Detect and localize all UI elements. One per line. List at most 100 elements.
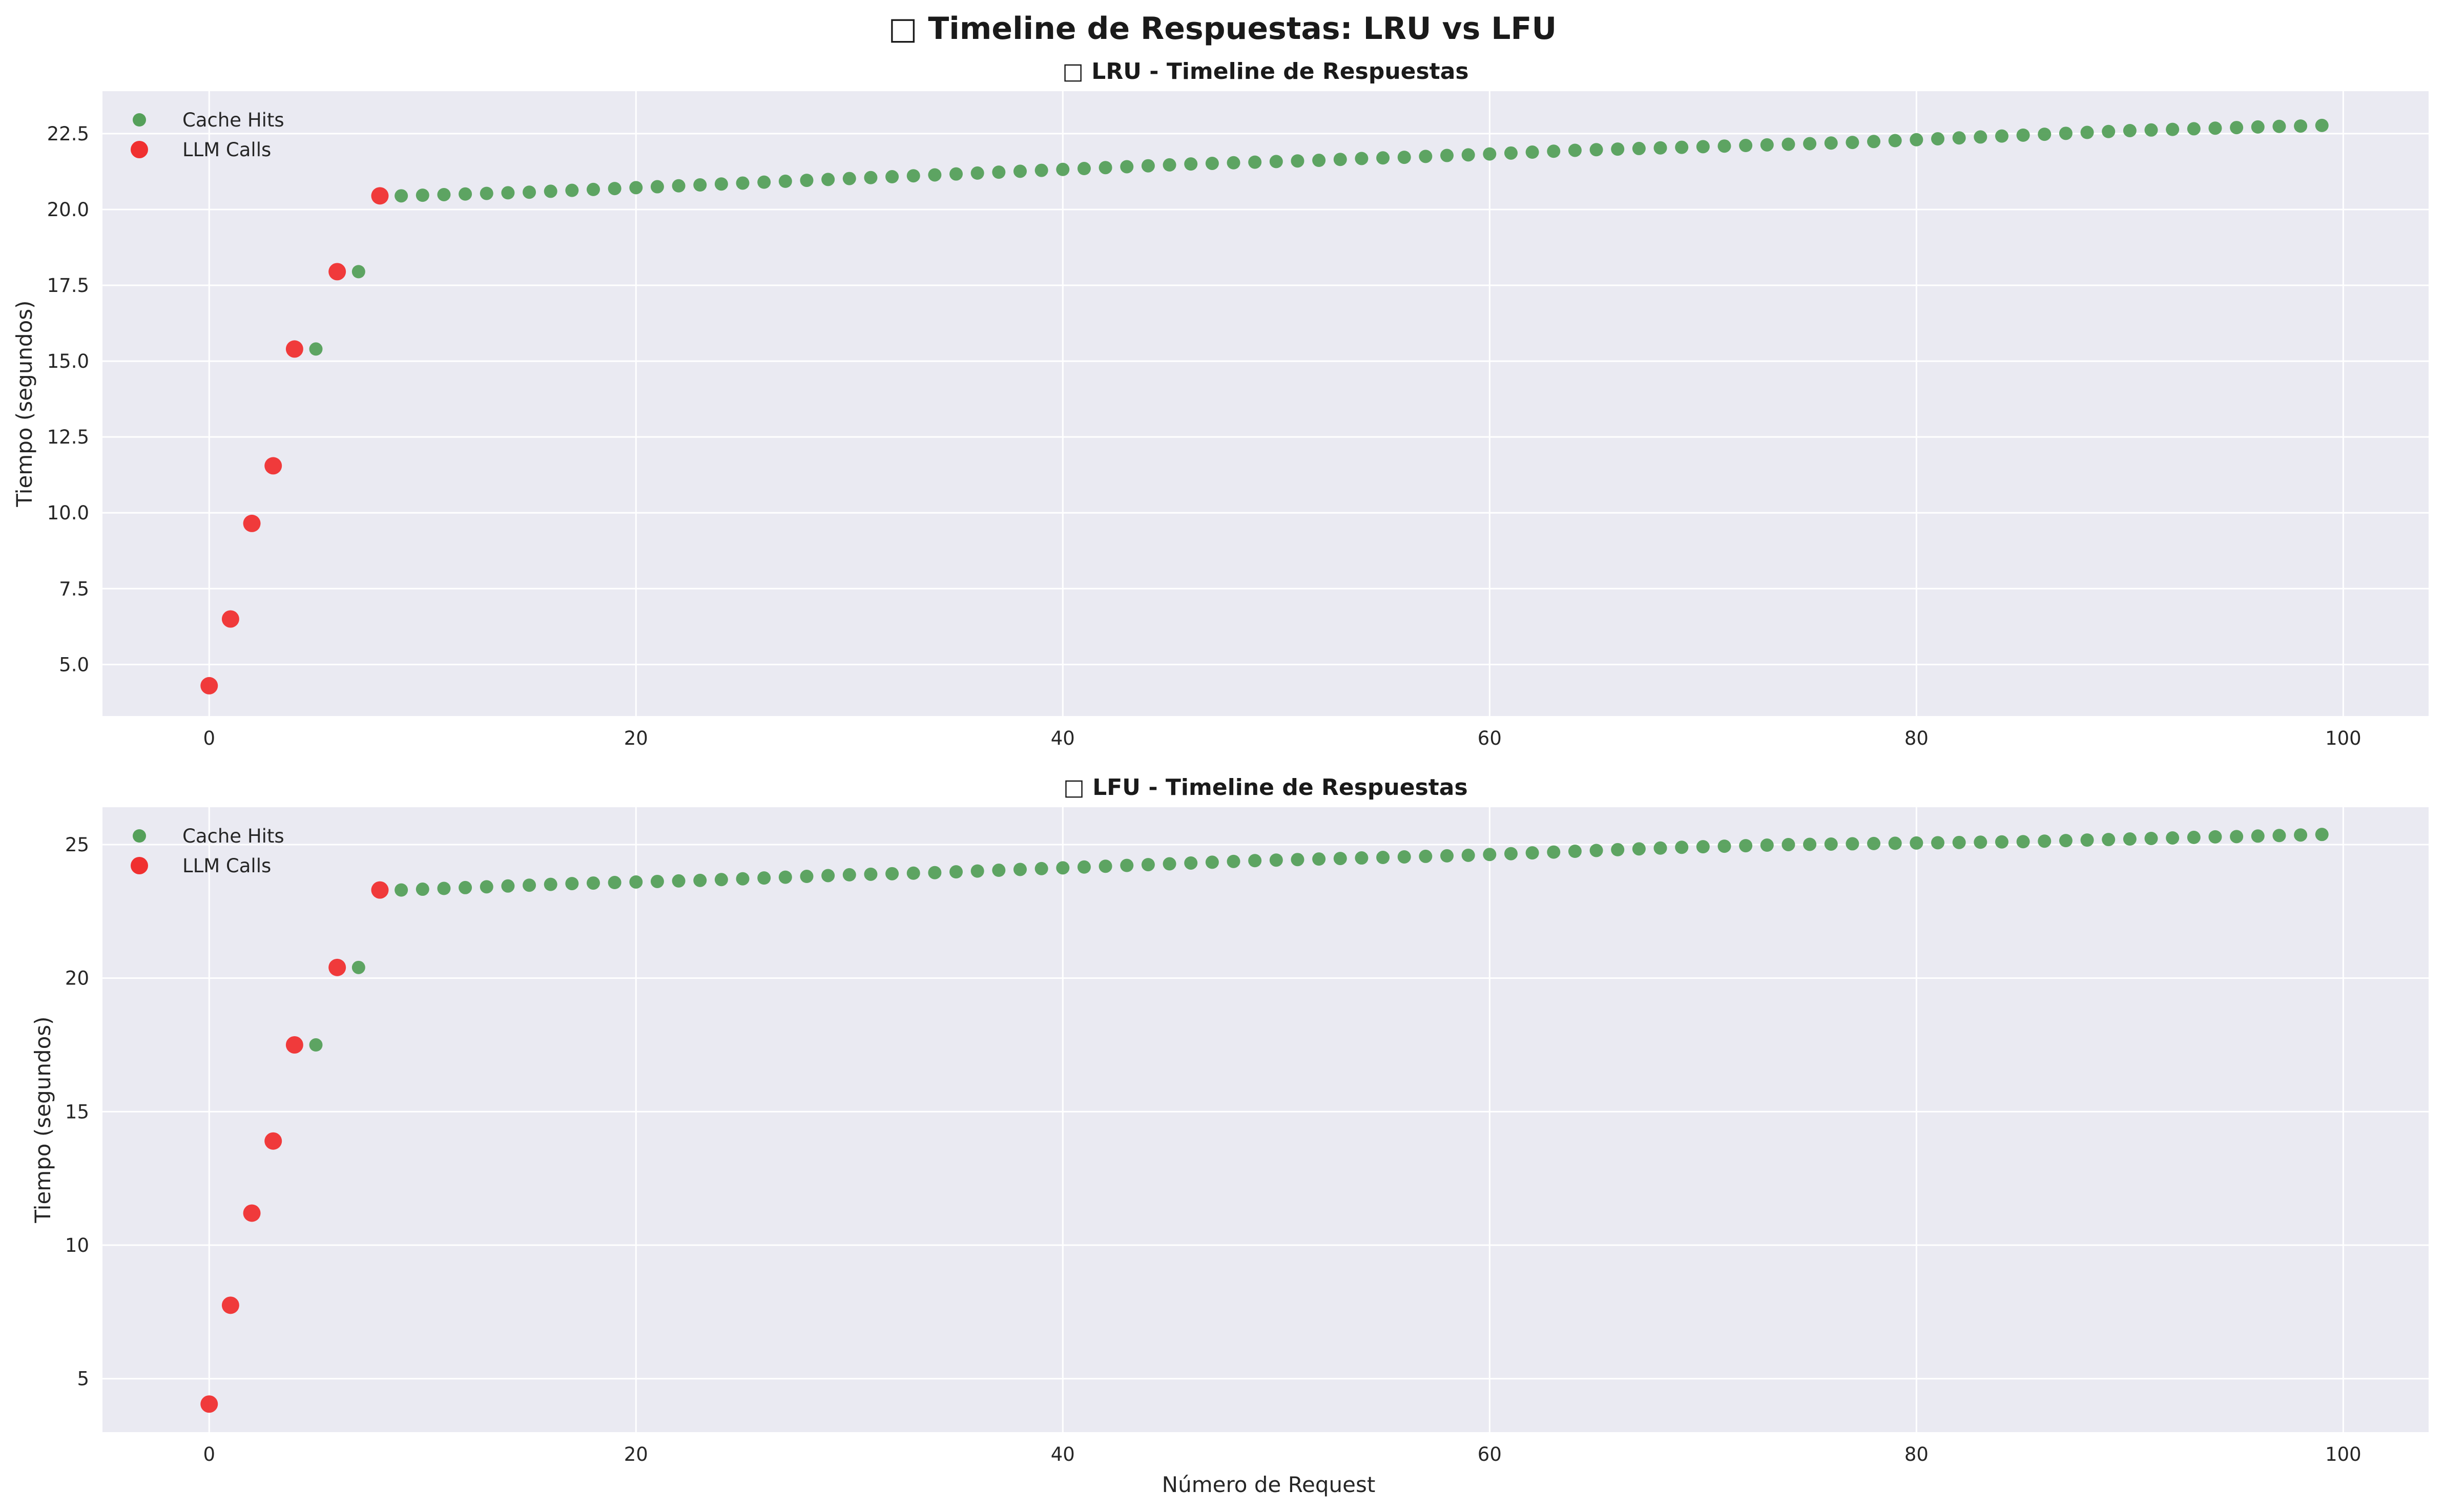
lfu-cache-hits-point	[1974, 835, 1987, 849]
lfu-cache-hits-point	[2208, 830, 2222, 844]
lru-cache-hits-point	[864, 171, 877, 184]
lru-cache-hits-point	[1889, 134, 1902, 148]
lru-cache-hits-point	[1206, 157, 1219, 170]
lru-y-tick-label: 15.0	[47, 350, 89, 372]
lru-cache-hits-point	[2166, 123, 2179, 136]
lru-cache-hits-point	[1846, 136, 1859, 149]
lru-cache-hits-point	[821, 173, 835, 186]
lfu-cache-hits-point	[1483, 848, 1496, 861]
lru-cache-hits-point	[1867, 135, 1880, 148]
lru-cache-hits-point	[2251, 120, 2265, 134]
lfu-cache-hits-point	[1142, 858, 1155, 871]
lru-legend-label-llm-calls: LLM Calls	[182, 139, 271, 161]
lfu-cache-hits-point	[1696, 840, 1710, 853]
lfu-cache-hits-point	[1632, 842, 1646, 855]
lfu-cache-hits-point	[565, 877, 578, 890]
lfu-plot-area	[102, 807, 2429, 1432]
lfu-cache-hits-point	[1227, 855, 1240, 868]
lfu-cache-hits-point	[629, 875, 643, 889]
lfu-cache-hits-point	[501, 879, 514, 893]
lfu-y-tick-label: 25	[65, 834, 89, 856]
lru-cache-hits-point	[1654, 141, 1667, 155]
lru-cache-hits-point	[1568, 143, 1582, 157]
lru-cache-hits-point	[1184, 157, 1197, 171]
lfu-cache-hits-point	[1739, 839, 1752, 852]
lru-cache-hits-point	[1483, 148, 1496, 161]
lru-cache-hits-point	[2102, 125, 2115, 138]
lfu-cache-hits-point	[1248, 854, 1261, 867]
lru-y-tick-label: 17.5	[47, 275, 89, 297]
lru-cache-hits-point	[2145, 123, 2158, 137]
lru-cache-hits-point	[1312, 154, 1325, 167]
lru-cache-hits-point	[1120, 160, 1133, 173]
lfu-y-tick-label: 20	[65, 968, 89, 990]
lfu-cache-hits-point	[2294, 828, 2307, 842]
lfu-y-tick-label: 15	[65, 1101, 89, 1123]
lfu-llm-calls-point	[200, 1395, 218, 1413]
lfu-cache-hits-point	[1078, 860, 1091, 874]
lfu-cache-hits-point	[1270, 853, 1283, 867]
lru-x-tick-label: 60	[1478, 727, 1502, 749]
lru-cache-hits-point	[843, 172, 856, 185]
lfu-x-tick-label: 40	[1051, 1443, 1075, 1465]
lru-cache-hits-point	[2187, 122, 2201, 135]
lru-cache-hits-point	[1611, 142, 1624, 156]
lru-cache-hits-point	[395, 189, 408, 202]
lru-cache-hits-point	[480, 187, 493, 200]
lfu-x-tick-label: 60	[1478, 1443, 1502, 1465]
lfu-cache-hits-point	[715, 873, 728, 886]
lfu-cache-hits-point	[2102, 833, 2115, 846]
lru-cache-hits-point	[885, 170, 899, 183]
lru-cache-hits-point	[459, 187, 472, 201]
lfu-cache-hits-point	[2123, 832, 2137, 846]
lru-cache-hits-point	[757, 176, 771, 189]
lru-cache-hits-point	[971, 166, 984, 180]
lfu-cache-hits-point	[1846, 837, 1859, 850]
lfu-cache-hits-point	[928, 866, 941, 879]
lru-x-tick-label: 100	[2325, 727, 2361, 749]
lfu-y-tick-label: 10	[65, 1234, 89, 1256]
lru-cache-hits-point	[2081, 126, 2094, 139]
lfu-cache-hits-point	[1867, 837, 1880, 850]
lru-plot-area	[102, 91, 2429, 716]
lru-cache-hits-point	[1462, 148, 1475, 161]
lfu-cache-hits-point	[1547, 846, 1560, 859]
lru-y-tick-label: 20.0	[47, 199, 89, 221]
lfu-cache-hits-point	[480, 880, 493, 893]
lfu-cache-hits-point	[2315, 828, 2329, 841]
lru-cache-hits-point	[1440, 149, 1454, 162]
lfu-cache-hits-point	[2272, 829, 2286, 842]
lru-cache-hits-point	[1248, 156, 1261, 169]
lfu-cache-hits-point	[416, 883, 429, 896]
lfu-cache-hits-point	[1013, 863, 1027, 876]
lfu-cache-hits-point	[1462, 849, 1475, 862]
lru-cache-hits-point	[1398, 151, 1411, 164]
lru-cache-hits-point	[1675, 141, 1688, 154]
lru-cache-hits-point	[1099, 161, 1112, 174]
lfu-cache-hits-point	[1419, 850, 1432, 863]
lru-cache-hits-point	[416, 188, 429, 202]
lru-llm-calls-point	[286, 340, 303, 358]
lru-legend-marker-cache-hits	[133, 113, 146, 127]
lfu-x-tick-label: 20	[624, 1443, 648, 1465]
lru-y-tick-label: 12.5	[47, 426, 89, 448]
lru-llm-calls-point	[328, 263, 346, 280]
lru-cache-hits-point	[1825, 136, 1838, 150]
lru-cache-hits-point	[1227, 156, 1240, 170]
lru-cache-hits-point	[1334, 153, 1347, 166]
lfu-cache-hits-point	[1291, 853, 1304, 866]
lfu-cache-hits-point	[821, 869, 835, 882]
lfu-cache-hits-point	[1355, 851, 1368, 865]
lru-cache-hits-point	[608, 182, 621, 195]
lfu-cache-hits-point	[885, 867, 899, 880]
lfu-cache-hits-point	[736, 872, 750, 886]
lfu-cache-hits-point	[1312, 852, 1325, 866]
lru-cache-hits-point	[928, 168, 941, 181]
lru-llm-calls-point	[371, 187, 388, 204]
lru-cache-hits-point	[544, 184, 557, 198]
lfu-x-tick-label: 0	[203, 1443, 215, 1465]
lru-cache-hits-point	[1803, 137, 1816, 150]
lru-cache-hits-point	[2294, 119, 2307, 133]
lfu-cache-hits-point	[1781, 838, 1795, 851]
lru-cache-hits-point	[1526, 145, 1539, 159]
